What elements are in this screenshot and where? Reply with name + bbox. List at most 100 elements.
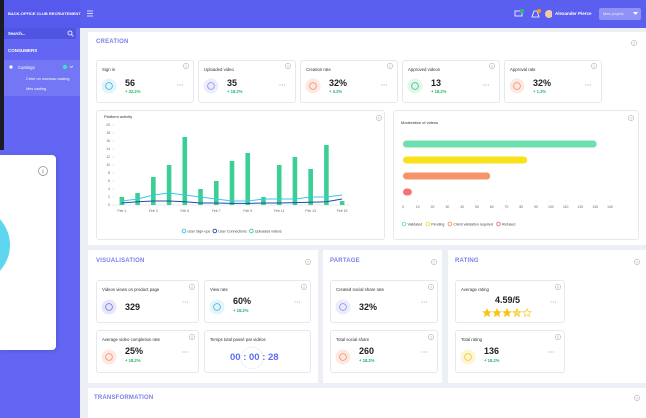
- x-tick-label: 70: [505, 205, 509, 209]
- x-tick-label: Feb 11: [274, 209, 284, 213]
- timer-value: 00 : 00 : 28: [230, 352, 279, 363]
- x-tick-label: 100: [548, 205, 554, 209]
- stat-label: Total social share: [336, 337, 370, 342]
- info-icon: [631, 40, 637, 46]
- search-box[interactable]: [4, 28, 76, 39]
- brand-area: [0, 0, 80, 28]
- legend-swatch: [496, 221, 501, 227]
- star-icon: [492, 307, 502, 318]
- chart-card: [96, 110, 385, 240]
- star-icon: [522, 307, 532, 318]
- info-icon: [489, 63, 495, 69]
- submenu-item[interactable]: Mes casting: [26, 87, 47, 91]
- line: [121, 192, 343, 202]
- card-icon: [335, 349, 351, 365]
- legend-label: User Connections: [218, 229, 247, 233]
- y-tick-label: 14: [106, 147, 110, 151]
- legend-swatch: [249, 228, 254, 234]
- stat-label: Average video completion rate: [102, 337, 160, 342]
- search-placeholder: Search...: [8, 31, 26, 36]
- stat-card: [204, 330, 311, 373]
- bar: [261, 197, 266, 205]
- notification-icons[interactable]: [512, 8, 552, 20]
- stat-label: Creation rate: [306, 67, 331, 72]
- stat-value: 13: [431, 78, 442, 88]
- bar: [151, 177, 156, 205]
- y-tick-label: 0: [108, 203, 110, 207]
- legend-swatch: [425, 221, 430, 227]
- stat-card: [455, 330, 565, 373]
- menu-item[interactable]: Castings: [18, 65, 35, 70]
- stat-label: Approval rate: [510, 67, 536, 72]
- bar: [182, 137, 188, 205]
- section-title: VISUALISATION: [96, 258, 145, 264]
- more-icon: [587, 84, 589, 86]
- info-icon: [428, 284, 434, 290]
- x-tick-label: 10: [416, 205, 420, 209]
- rating-value: 4.59/5: [495, 295, 521, 305]
- more-icon: [554, 301, 556, 303]
- more-icon: [186, 351, 188, 353]
- card-icon: [460, 349, 476, 365]
- bar: [245, 153, 251, 205]
- search-icon: [67, 30, 74, 37]
- more-icon: [177, 84, 179, 86]
- star-icon: [512, 307, 522, 318]
- user-name[interactable]: Alexander Pierce: [555, 11, 592, 16]
- info-icon: [305, 259, 311, 265]
- stat-change: + 18.2%: [233, 308, 249, 313]
- more-icon: [181, 84, 183, 86]
- info-icon: [189, 284, 195, 290]
- card-icon: [207, 82, 215, 90]
- project-select-label: Mes projets: [603, 11, 624, 16]
- more-icon: [281, 84, 283, 86]
- more-icon: [552, 351, 554, 353]
- transformation-panel: [88, 388, 646, 418]
- stat-change: + 32.2%: [125, 89, 141, 94]
- more-icon: [485, 84, 487, 86]
- menu-dot: [9, 65, 13, 69]
- legend-swatch: [447, 221, 453, 227]
- submenu-item[interactable]: Créer un nouveau casting: [26, 77, 70, 81]
- y-tick-label: 8: [108, 171, 110, 175]
- app-title: BACK-OFFICE CLUB RECRUITEMENT: [8, 11, 81, 16]
- info-icon: [183, 63, 189, 69]
- stat-change: + 18.2%: [227, 89, 243, 94]
- legend-label: Uploaded videos: [255, 229, 282, 233]
- stat-change: + 18.2%: [431, 89, 447, 94]
- more-icon: [423, 301, 425, 303]
- y-tick-label: 2: [108, 195, 110, 199]
- y-tick-label: 20: [106, 123, 110, 127]
- info-icon: [555, 284, 561, 290]
- y-tick-label: 4: [108, 187, 110, 191]
- section-title: PARTAGE: [330, 258, 360, 264]
- x-tick-label: 0: [402, 205, 404, 209]
- bar: [403, 172, 491, 180]
- legend-label: Pending: [431, 222, 444, 226]
- stat-value: 35: [227, 78, 238, 88]
- bar: [403, 140, 597, 148]
- more-icon: [425, 351, 427, 353]
- x-tick-label: Feb 9: [243, 209, 252, 213]
- more-icon: [550, 351, 552, 353]
- more-icon: [552, 301, 554, 303]
- card-icon: [105, 353, 113, 361]
- card-icon: [101, 349, 117, 365]
- chart-title: Moderation of videos: [401, 120, 438, 125]
- project-select[interactable]: [599, 8, 641, 20]
- legend-swatch: [181, 228, 187, 234]
- card-icon: [309, 82, 317, 90]
- legend-swatch: [401, 221, 407, 227]
- stat-value: 32%: [533, 78, 552, 88]
- menu-toggle[interactable]: [86, 10, 94, 17]
- info-icon: [555, 334, 561, 340]
- more-icon: [182, 301, 184, 303]
- card-icon: [203, 78, 219, 94]
- star-icon: [502, 307, 512, 318]
- x-tick-label: 40: [460, 205, 464, 209]
- legend-label: Validated: [408, 222, 423, 226]
- info-icon: [431, 259, 437, 265]
- legend-label: User Sign-ups: [188, 229, 211, 233]
- more-icon: [421, 351, 423, 353]
